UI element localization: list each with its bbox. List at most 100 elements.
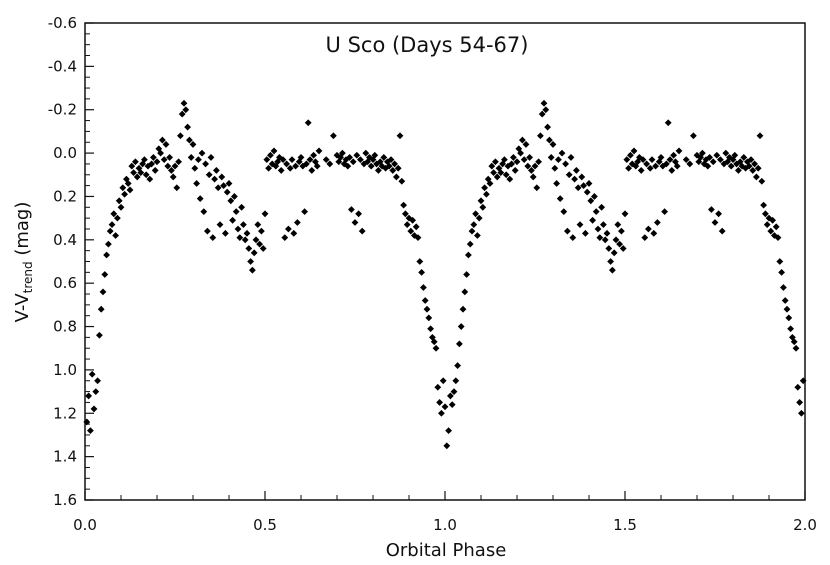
data-point <box>277 167 285 174</box>
data-point <box>483 190 490 198</box>
data-point <box>506 175 514 183</box>
data-point <box>796 399 803 406</box>
data-point <box>85 392 92 400</box>
data-point <box>123 175 130 183</box>
data-point <box>729 156 737 163</box>
data-point <box>191 164 199 172</box>
data-point <box>553 180 560 187</box>
data-point <box>639 156 647 163</box>
data-point <box>342 156 350 163</box>
data-point <box>211 175 218 183</box>
data-point <box>675 147 683 155</box>
data-point <box>416 258 424 265</box>
data-point <box>565 171 573 179</box>
data-point <box>745 162 753 170</box>
data-point <box>137 169 145 177</box>
data-point <box>762 210 769 218</box>
data-point <box>184 123 191 131</box>
data-point <box>310 151 317 159</box>
data-point <box>630 147 638 155</box>
x-tick-label: 1.5 <box>613 516 637 534</box>
data-point <box>398 177 406 185</box>
data-point <box>243 229 251 237</box>
y-tick-label: 0.8 <box>53 318 77 336</box>
data-point <box>220 182 227 190</box>
data-point <box>501 156 508 163</box>
data-point <box>432 344 440 352</box>
data-point <box>627 151 634 159</box>
data-point <box>465 251 472 259</box>
data-point <box>142 171 150 179</box>
data-point <box>614 221 622 229</box>
data-point <box>447 392 454 400</box>
data-point <box>783 305 791 313</box>
data-point <box>780 284 787 291</box>
data-point <box>502 171 510 179</box>
plot-frame <box>84 22 806 501</box>
data-point <box>375 167 382 174</box>
data-point <box>371 151 379 159</box>
data-point <box>749 167 757 174</box>
data-point <box>405 214 413 222</box>
data-point <box>173 184 181 192</box>
data-point <box>511 167 519 174</box>
data-point <box>238 203 245 211</box>
data-point <box>715 210 722 218</box>
data-point <box>223 188 231 196</box>
data-point <box>294 219 301 226</box>
data-point <box>562 160 569 168</box>
data-point <box>605 245 613 252</box>
data-point <box>222 229 229 237</box>
data-point <box>218 173 226 181</box>
data-point <box>281 234 289 242</box>
data-point <box>724 158 731 166</box>
data-point <box>772 223 780 231</box>
data-point <box>747 156 755 163</box>
data-point <box>247 258 254 265</box>
data-point <box>292 162 299 170</box>
data-point <box>200 208 208 216</box>
data-point <box>436 399 443 406</box>
data-point <box>763 221 771 229</box>
data-point <box>101 271 109 278</box>
y-axis-label-subscript: trend <box>21 261 35 293</box>
data-point <box>538 110 546 118</box>
data-point <box>290 229 298 237</box>
data-point <box>393 173 400 181</box>
data-point <box>445 427 452 435</box>
data-point <box>493 173 501 181</box>
data-point <box>699 149 706 157</box>
data-point <box>760 201 767 209</box>
data-point <box>774 234 782 242</box>
data-point <box>450 388 458 395</box>
x-tick-label: 0.0 <box>73 516 97 534</box>
data-point <box>767 227 775 235</box>
data-point <box>706 154 713 161</box>
data-point <box>132 158 139 166</box>
data-point <box>646 164 654 172</box>
data-point <box>175 158 182 166</box>
data-point <box>542 106 550 114</box>
data-point <box>196 195 204 203</box>
data-point <box>234 225 242 233</box>
data-point <box>477 197 485 205</box>
data-point <box>682 156 690 163</box>
data-point <box>128 162 136 170</box>
data-point <box>497 169 505 177</box>
data-point <box>335 158 343 166</box>
y-tick-label: -0.6 <box>48 14 77 32</box>
data-point <box>362 149 370 157</box>
data-point <box>387 156 395 163</box>
data-point <box>205 171 213 179</box>
data-point <box>322 156 330 163</box>
data-point <box>216 221 224 229</box>
data-point <box>162 141 170 148</box>
y-tick-label: 0.4 <box>53 231 77 249</box>
data-point <box>663 160 670 168</box>
data-point <box>355 210 362 218</box>
data-point <box>367 162 375 170</box>
data-point <box>619 245 627 252</box>
data-point <box>648 156 656 163</box>
data-point <box>391 160 398 168</box>
y-tick-label: 0.2 <box>53 187 77 205</box>
